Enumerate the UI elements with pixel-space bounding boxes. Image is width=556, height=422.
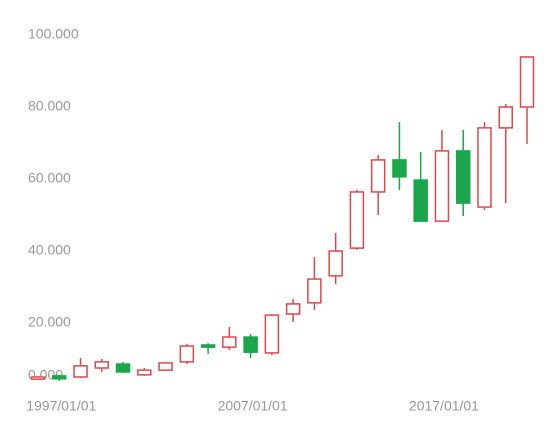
y-tick-label: 20.000: [28, 314, 71, 330]
x-tick-label: 1997/01/01: [26, 398, 96, 414]
candle-body: [413, 179, 428, 222]
candle-body: [434, 150, 450, 222]
candle-body: [264, 314, 280, 354]
candle-body: [179, 345, 195, 363]
y-tick-label: 60.000: [28, 170, 71, 186]
candle-body: [307, 278, 322, 304]
candle-body: [392, 159, 407, 178]
x-tick-label: 2007/01/01: [218, 398, 288, 414]
candle-body: [477, 127, 492, 208]
y-tick-label: 80.000: [28, 98, 71, 114]
candle-body: [94, 361, 110, 369]
candle-body: [328, 250, 343, 277]
candle-body: [137, 369, 152, 376]
candle-body: [222, 336, 237, 348]
candle-body: [243, 336, 258, 353]
x-tick-label: 2017/01/01: [409, 398, 479, 414]
candle-body: [519, 56, 535, 108]
candle-body: [498, 106, 513, 129]
candle-body: [158, 362, 173, 371]
candle-body: [200, 344, 216, 348]
y-tick-label: 40.000: [28, 242, 71, 258]
y-tick-label: 0.000: [28, 367, 63, 383]
candle-body: [349, 191, 365, 249]
candle-body: [455, 150, 471, 204]
candle-body: [370, 159, 386, 193]
candle-body: [115, 363, 131, 373]
candle-body: [30, 376, 46, 380]
candle-body: [73, 365, 88, 378]
candle-body: [52, 375, 67, 380]
candle-body: [285, 303, 301, 315]
y-tick-label: 100.000: [28, 26, 79, 42]
